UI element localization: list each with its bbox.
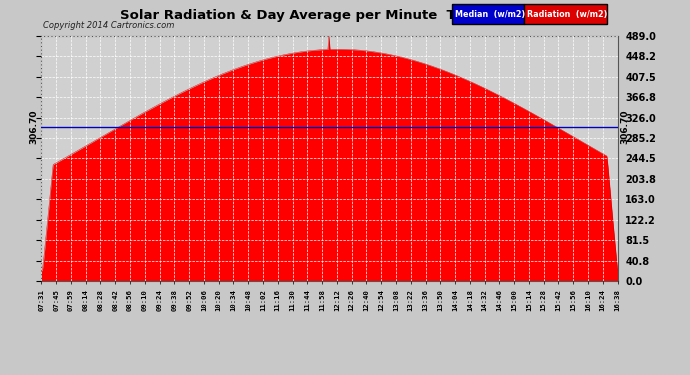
Text: 306.70: 306.70 — [30, 110, 39, 144]
Text: 306.70: 306.70 — [620, 110, 629, 144]
Text: Median  (w/m2): Median (w/m2) — [455, 10, 525, 18]
Text: Copyright 2014 Cartronics.com: Copyright 2014 Cartronics.com — [43, 21, 174, 30]
Text: Solar Radiation & Day Average per Minute  Tue Jan 28 16:39: Solar Radiation & Day Average per Minute… — [120, 9, 570, 22]
Text: Radiation  (w/m2): Radiation (w/m2) — [527, 10, 607, 18]
